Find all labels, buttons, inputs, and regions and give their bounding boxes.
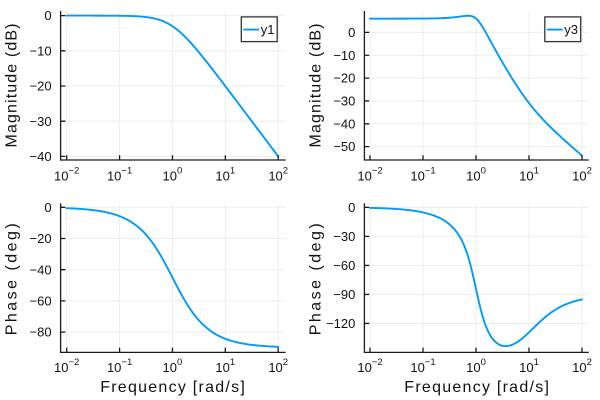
svg-text:0: 0: [44, 8, 51, 23]
svg-text:−80: −80: [30, 325, 52, 340]
svg-text:Frequency [rad/s]: Frequency [rad/s]: [100, 379, 245, 396]
svg-text:Magnitude (dB): Magnitude (dB): [4, 24, 21, 148]
svg-text:−30: −30: [333, 94, 355, 109]
svg-text:−20: −20: [30, 231, 52, 246]
svg-text:−30: −30: [333, 229, 355, 244]
svg-text:−30: −30: [30, 114, 52, 129]
svg-text:−60: −60: [333, 258, 355, 273]
svg-text:−20: −20: [333, 71, 355, 86]
svg-text:−40: −40: [333, 116, 355, 131]
svg-text:0: 0: [348, 200, 355, 215]
svg-text:Magnitude (dB): Magnitude (dB): [307, 24, 324, 148]
svg-text:y1: y1: [261, 22, 275, 37]
svg-text:−40: −40: [30, 149, 52, 164]
svg-text:0: 0: [44, 200, 51, 215]
svg-text:Frequency [rad/s]: Frequency [rad/s]: [404, 379, 549, 396]
svg-text:−120: −120: [326, 316, 355, 331]
svg-text:−10: −10: [333, 48, 355, 63]
svg-text:−20: −20: [30, 79, 52, 94]
svg-text:0: 0: [348, 25, 355, 40]
svg-text:−90: −90: [333, 287, 355, 302]
svg-text:y3: y3: [564, 22, 578, 37]
svg-text:−60: −60: [30, 294, 52, 309]
svg-text:−50: −50: [333, 139, 355, 154]
svg-text:−40: −40: [30, 262, 52, 277]
svg-text:−10: −10: [30, 43, 52, 58]
